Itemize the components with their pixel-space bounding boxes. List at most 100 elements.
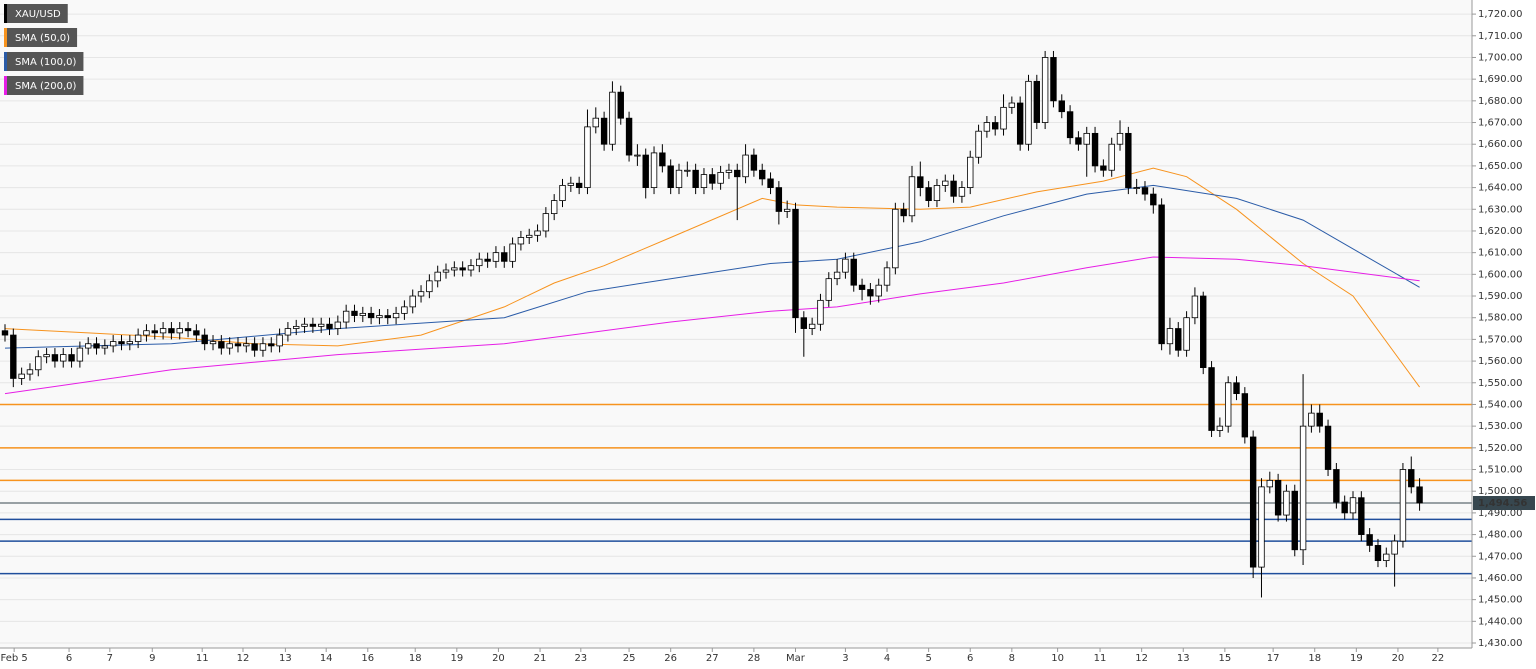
y-tick-label: 1,650.00 xyxy=(1478,161,1523,172)
candle-body xyxy=(584,126,591,188)
candle-body xyxy=(401,306,408,314)
y-tick-label: 1,550.00 xyxy=(1478,378,1523,389)
candle-body xyxy=(417,291,425,297)
candle-body xyxy=(459,267,466,271)
y-tick-label: 1,540.00 xyxy=(1478,399,1523,410)
x-tick-label: 22 xyxy=(1432,653,1445,664)
candle-body xyxy=(559,185,566,202)
x-tick-label: 5 xyxy=(925,653,931,664)
candle-body xyxy=(218,341,225,349)
candle-body xyxy=(1066,111,1074,139)
candle-body xyxy=(392,312,400,319)
legend-swatch xyxy=(4,52,7,71)
candle-body xyxy=(792,208,799,319)
candle-body xyxy=(1324,425,1332,470)
candle-body xyxy=(1033,80,1041,123)
y-tick-label: 1,440.00 xyxy=(1478,616,1523,627)
legend: XAU/USD SMA (50,0) SMA (100,0) SMA (200,0) xyxy=(4,4,84,95)
candle-body xyxy=(534,230,541,236)
x-tick-label: 7 xyxy=(107,653,113,664)
candle-body xyxy=(975,130,982,158)
candle-body xyxy=(1216,425,1224,431)
candle-body xyxy=(933,185,941,202)
candle-body xyxy=(1166,328,1174,345)
axes: 1,430.00 1,440.00 1,450.00 1,460.00 1,470.00… xyxy=(1,9,1535,664)
candle-body xyxy=(251,343,258,351)
legend-swatch xyxy=(4,4,7,23)
candle-body xyxy=(1316,412,1323,427)
y-tick-label: 1,670.00 xyxy=(1478,118,1523,129)
x-tick-label: 8 xyxy=(1009,653,1015,664)
y-tick-label: 1,430.00 xyxy=(1478,638,1523,649)
y-tick-label: 1,590.00 xyxy=(1478,291,1523,302)
candle-body xyxy=(617,91,624,119)
candle-body xyxy=(168,328,175,334)
y-tick-label: 1,720.00 xyxy=(1478,9,1523,20)
plot-area xyxy=(0,0,1472,648)
x-tick-label: 23 xyxy=(574,653,587,664)
candle-body xyxy=(742,154,749,178)
candle-body xyxy=(867,289,874,297)
candle-body xyxy=(351,310,358,316)
candle-body xyxy=(501,252,508,262)
x-tick-label: 12 xyxy=(1135,653,1148,664)
x-tick-label: 18 xyxy=(1308,653,1321,664)
sma-line xyxy=(4,256,1420,395)
candle-body xyxy=(1274,479,1282,516)
candle-body xyxy=(1208,367,1215,431)
y-tick-label: 1,560.00 xyxy=(1478,356,1523,367)
candle-body xyxy=(1000,106,1007,130)
x-tick-label: 13 xyxy=(1177,653,1190,664)
candle-body xyxy=(1133,187,1140,189)
candle-body xyxy=(700,174,708,188)
candle-body xyxy=(767,178,774,188)
candle-body xyxy=(409,295,416,308)
candle-body xyxy=(1116,132,1124,145)
candle-body xyxy=(1233,382,1240,395)
y-tick-label: 1,700.00 xyxy=(1478,52,1523,63)
y-tick-label: 1,510.00 xyxy=(1478,465,1523,476)
y-tick-label: 1,520.00 xyxy=(1478,443,1523,454)
candle-body xyxy=(109,341,117,347)
x-tick-label: 9 xyxy=(149,653,155,664)
candle-body xyxy=(1399,469,1407,542)
candle-body xyxy=(1416,486,1423,504)
candle-body xyxy=(883,267,891,286)
candle-body xyxy=(808,323,816,329)
candle-body xyxy=(900,208,907,217)
x-tick-label: 6 xyxy=(66,653,72,664)
candle-body xyxy=(983,122,991,132)
candle-body xyxy=(76,347,84,362)
candle-body xyxy=(850,258,857,286)
candle-body xyxy=(359,312,366,316)
candle-body xyxy=(1016,102,1024,145)
candle-body xyxy=(126,341,134,345)
candle-body xyxy=(1266,479,1273,488)
x-tick-label: 18 xyxy=(409,653,422,664)
candle-body xyxy=(226,343,233,349)
candle-body xyxy=(950,180,957,197)
legend-box xyxy=(4,52,84,71)
candle-body xyxy=(492,252,500,262)
candle-body xyxy=(575,182,583,188)
candle-body xyxy=(467,265,475,271)
candle-body xyxy=(958,187,966,197)
y-tick-label: 1,640.00 xyxy=(1478,183,1523,194)
candle-body xyxy=(684,169,691,172)
legend-label: XAU/USD xyxy=(15,9,61,20)
candle-body xyxy=(817,299,824,325)
x-tick-label: 6 xyxy=(967,653,973,664)
candle-body xyxy=(1075,137,1082,145)
y-tick-label: 1,610.00 xyxy=(1478,248,1523,259)
y-tick-label: 1,580.00 xyxy=(1478,313,1523,324)
legend-box xyxy=(4,76,84,95)
x-tick-label: 11 xyxy=(196,653,209,664)
last-price-box xyxy=(1473,496,1535,511)
candle-body xyxy=(675,169,683,188)
candle-body xyxy=(201,334,208,345)
candle-body xyxy=(1241,393,1249,438)
candle-body xyxy=(692,169,699,188)
candle-body xyxy=(1175,328,1182,351)
candle-body xyxy=(734,169,741,178)
